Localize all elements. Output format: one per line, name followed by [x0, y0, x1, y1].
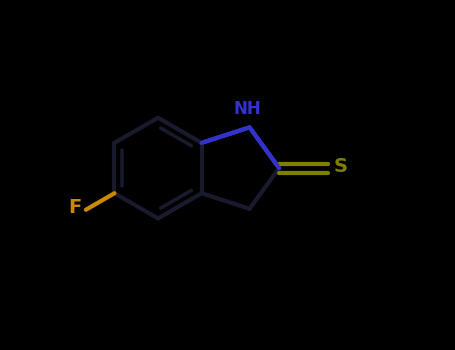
Text: S: S	[334, 157, 348, 176]
Text: F: F	[68, 198, 82, 217]
Text: NH: NH	[234, 100, 262, 118]
